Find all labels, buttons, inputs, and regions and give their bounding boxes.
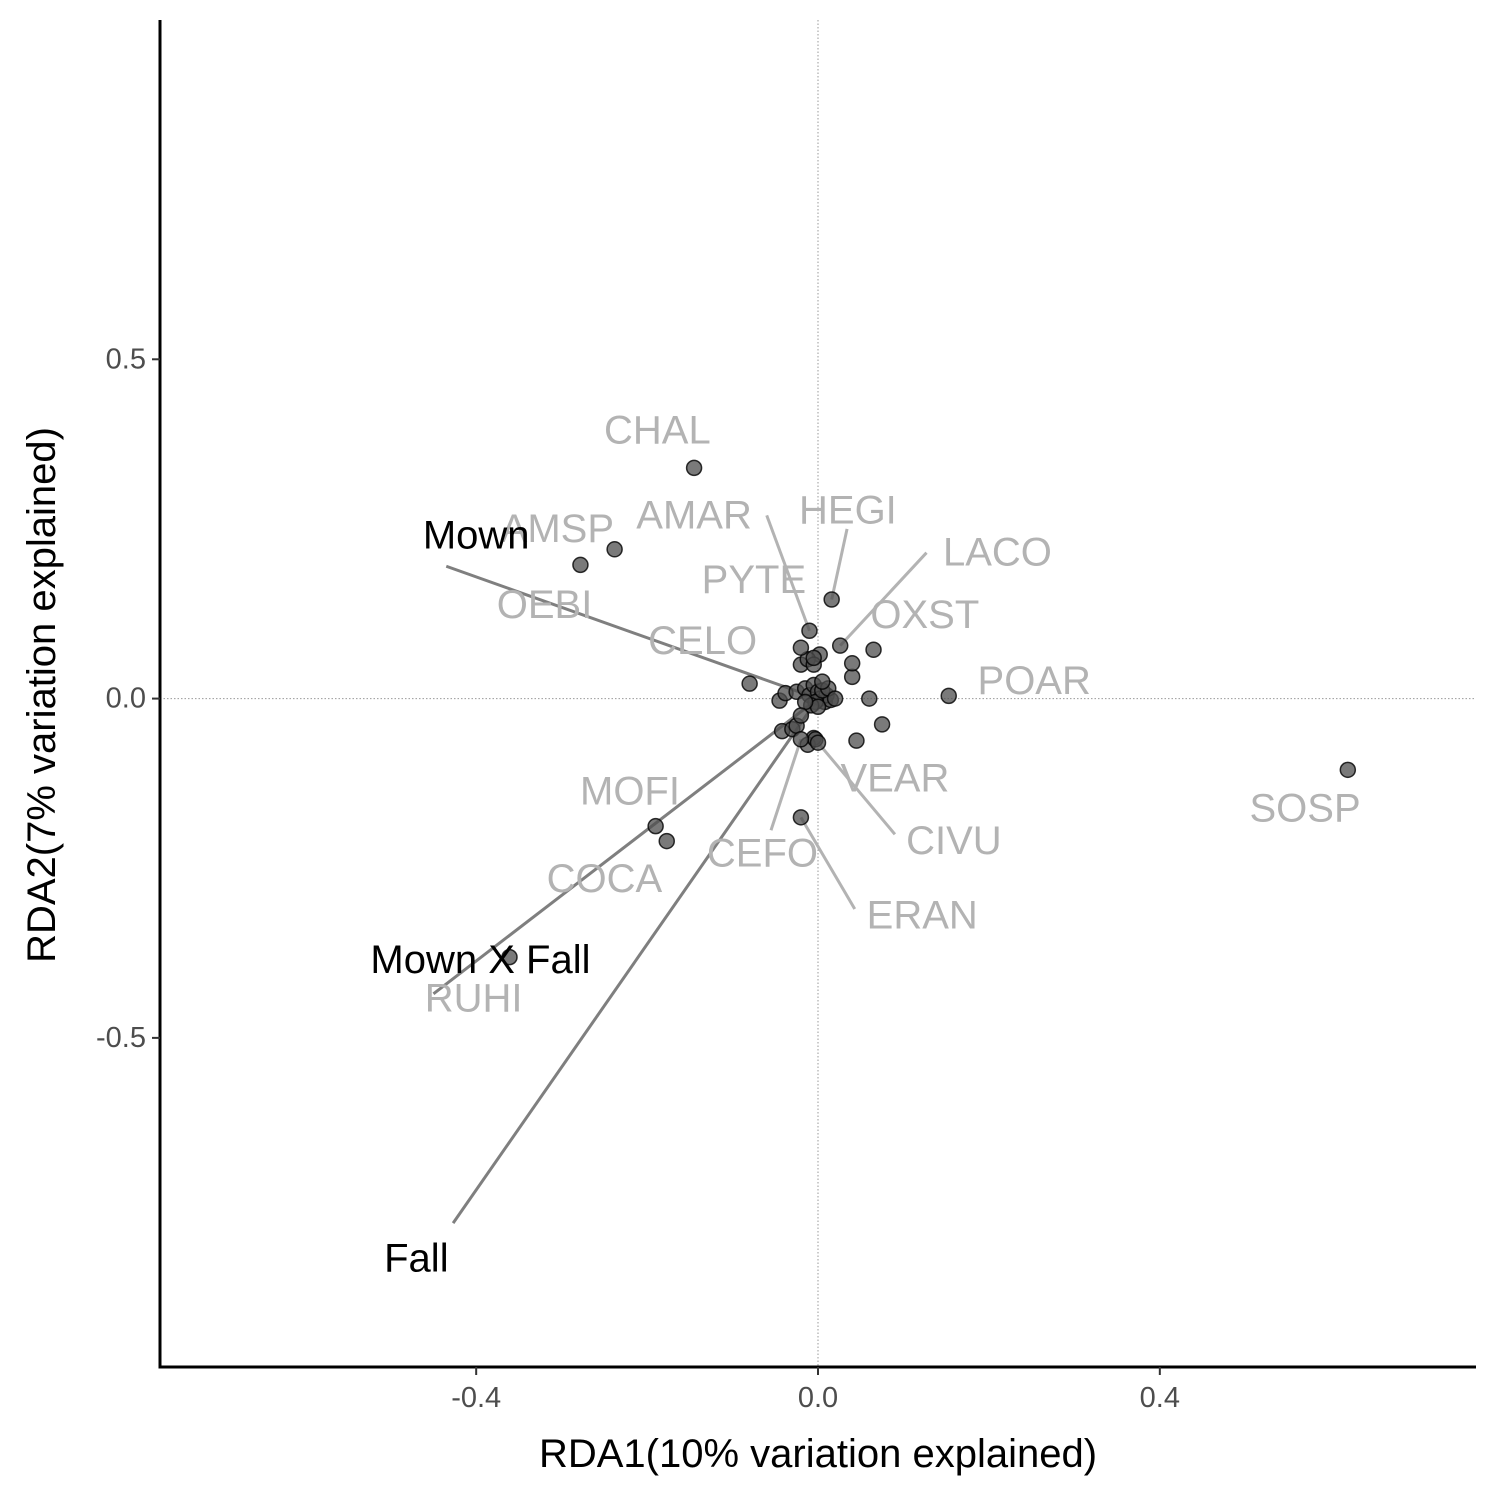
- point: [796, 693, 814, 711]
- species-label-mofi: MOFI: [580, 770, 680, 814]
- species-label-hegi: HEGI: [799, 489, 897, 533]
- vector-label-fall: Fall: [384, 1236, 448, 1280]
- point-hegi: [823, 591, 840, 608]
- leader-cefo: [769, 738, 803, 831]
- x-axis-title: RDA1(10% variation explained): [539, 1432, 1097, 1476]
- leader-laco: [839, 551, 928, 647]
- species-label-vear: VEAR: [840, 757, 949, 801]
- point: [814, 673, 831, 690]
- species-label-civu: CIVU: [906, 819, 1002, 863]
- point-amar: [801, 622, 818, 639]
- x-tick-label: -0.4: [451, 1382, 501, 1414]
- vector-mown: [445, 564, 819, 701]
- species-label-coca: COCA: [547, 857, 663, 901]
- point: [826, 690, 844, 707]
- point: [848, 732, 865, 749]
- species-points: [501, 459, 1357, 966]
- point: [865, 641, 882, 658]
- leader-civu: [816, 741, 897, 836]
- species-label-poar: POAR: [978, 659, 1091, 703]
- vector-label-mown: Mown: [423, 514, 530, 558]
- species-label-laco: LACO: [943, 531, 1052, 575]
- species-label-chal: CHAL: [604, 409, 711, 453]
- species-labels: CHAL AMSP OEBI AMAR HEGI PYTE LACO OXST CELO POAR…: [425, 409, 1361, 1021]
- point-mofi: [647, 817, 664, 835]
- point-chal: [685, 459, 703, 477]
- leader-eran: [799, 816, 857, 910]
- species-label-ruhi: RUHI: [425, 977, 523, 1021]
- point-ruhi: [501, 948, 518, 966]
- point-laco: [831, 637, 849, 654]
- species-label-cefo: CEFO: [707, 831, 818, 875]
- x-tick-label: 0.0: [798, 1382, 838, 1414]
- species-label-eran: ERAN: [867, 894, 978, 938]
- species-label-amar: AMAR: [636, 493, 752, 537]
- point-sosp: [1339, 761, 1357, 779]
- y-tick-label: 0.5: [106, 343, 146, 375]
- point: [873, 716, 891, 733]
- point: [792, 707, 810, 724]
- vector-label-mown-x-fall: Mown X Fall: [370, 938, 590, 982]
- point-civu: [809, 734, 827, 751]
- vector-fall: [451, 697, 820, 1224]
- species-label-oxst: OXST: [870, 593, 979, 637]
- point-oebi: [572, 556, 589, 574]
- y-axis-title: RDA2(7% variation explained): [20, 427, 64, 963]
- y-tick-label: 0.0: [106, 683, 146, 715]
- point-celo: [792, 639, 810, 656]
- vector-mown-x-fall: [432, 697, 819, 995]
- y-tick-label: -0.5: [96, 1022, 146, 1054]
- axes: -0.4 0.0 0.4 -0.5 0.0 0.5: [96, 20, 1476, 1414]
- x-tick-label: 0.4: [1140, 1382, 1180, 1414]
- species-label-amsp: AMSP: [501, 507, 614, 551]
- point-poar: [940, 687, 957, 705]
- vector-arrows: [432, 564, 820, 1224]
- species-label-sosp: SOSP: [1250, 787, 1361, 831]
- point-pyte: [805, 649, 822, 667]
- species-label-pyte: PYTE: [702, 558, 806, 602]
- point: [861, 690, 878, 707]
- vector-labels: Mown Mown X Fall Fall: [370, 514, 590, 1281]
- point: [741, 675, 758, 692]
- species-label-oebi: OEBI: [497, 583, 593, 627]
- point: [843, 668, 861, 686]
- species-label-celo: CELO: [648, 619, 757, 663]
- label-leader-lines: [765, 514, 928, 910]
- leader-amar: [765, 514, 811, 632]
- point-eran: [792, 809, 810, 826]
- point-amsp: [606, 541, 623, 558]
- point-coca: [658, 832, 675, 850]
- point-oxst: [843, 655, 861, 672]
- leader-hegi: [830, 528, 849, 600]
- point-cefo: [792, 731, 810, 748]
